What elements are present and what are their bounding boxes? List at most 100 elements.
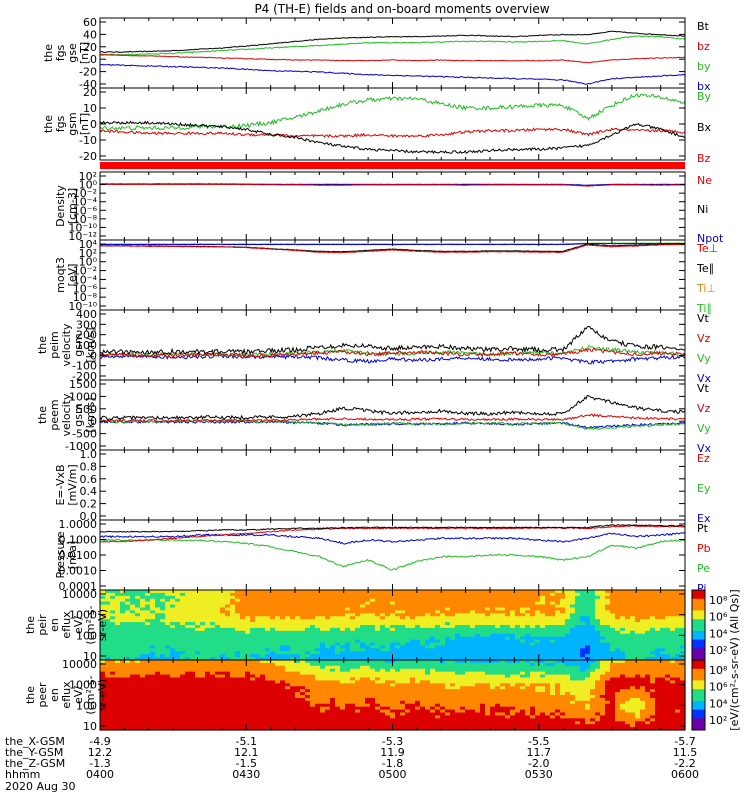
heatmap-cell <box>625 671 631 676</box>
heatmap-cell <box>655 633 661 638</box>
legend-label: Vy <box>697 422 711 435</box>
heatmap-cell <box>185 639 191 644</box>
heatmap-cell <box>195 671 201 676</box>
heatmap-cell <box>340 683 346 687</box>
heatmap-cell <box>540 633 546 638</box>
colorbar-swatch <box>692 657 705 661</box>
heatmap-cell <box>505 642 511 647</box>
heatmap-cell <box>520 625 526 629</box>
heatmap-cell <box>460 657 466 661</box>
heatmap-cell <box>325 595 331 600</box>
heatmap-cell <box>235 671 241 676</box>
heatmap-cell <box>260 616 266 620</box>
heatmap-cell <box>640 654 646 658</box>
heatmap-cell <box>535 613 541 617</box>
heatmap-cell <box>115 674 121 679</box>
heatmap-cell <box>540 610 546 614</box>
heatmap-cell <box>480 674 486 679</box>
heatmap-cell <box>340 692 346 696</box>
heatmap-cell <box>260 601 266 606</box>
heatmap-cell <box>570 613 576 617</box>
heatmap-cell <box>485 645 491 649</box>
heatmap-cell <box>530 654 536 658</box>
heatmap-cell <box>450 590 456 594</box>
heatmap-cell <box>295 668 301 673</box>
heatmap-cell <box>125 633 131 638</box>
heatmap-cell <box>495 598 501 603</box>
y-tick-label: 10000 <box>62 588 97 601</box>
heatmap-cell <box>665 604 671 609</box>
heatmap-cell <box>590 610 596 614</box>
heatmap-cell <box>605 590 611 594</box>
heatmap-cell <box>555 692 561 696</box>
heatmap-cell <box>625 610 631 614</box>
heatmap-cell <box>110 639 116 644</box>
heatmap-cell <box>420 662 426 667</box>
heatmap-cell <box>560 689 566 693</box>
heatmap-cell <box>335 662 341 667</box>
heatmap-cell <box>245 625 251 629</box>
heatmap-cell <box>500 604 506 609</box>
heatmap-cell <box>175 662 181 667</box>
heatmap-cell <box>345 674 351 679</box>
heatmap-cell <box>370 639 376 644</box>
heatmap-cell <box>140 671 146 676</box>
heatmap-cell <box>110 598 116 603</box>
y-tick-label: 10⁴ <box>79 238 98 251</box>
heatmap-cell <box>375 604 381 609</box>
heatmap-cell <box>350 654 356 658</box>
heatmap-cell <box>570 595 576 600</box>
heatmap-cell <box>590 619 596 623</box>
heatmap-cell <box>185 648 191 652</box>
heatmap-cell <box>155 657 161 661</box>
heatmap-cell <box>475 648 481 652</box>
heatmap-cell <box>345 692 351 696</box>
heatmap-cell <box>675 639 681 644</box>
heatmap-cell <box>610 651 616 655</box>
heatmap-cell <box>410 645 416 649</box>
heatmap-cell <box>590 601 596 606</box>
heatmap-cell <box>440 668 446 673</box>
heatmap-cell <box>400 689 406 693</box>
heatmap-cell <box>475 671 481 676</box>
heatmap-cell <box>555 668 561 673</box>
heatmap-cell <box>470 610 476 614</box>
heatmap-cell <box>615 592 621 597</box>
heatmap-cell <box>540 607 546 612</box>
y-tick-label: 10⁰ <box>79 179 98 192</box>
heatmap-cell <box>145 677 151 682</box>
heatmap-cell <box>560 633 566 638</box>
heatmap-cell <box>545 671 551 676</box>
heatmap-cell <box>470 680 476 684</box>
heatmap-cell <box>330 686 336 690</box>
heatmap-cell <box>430 642 436 647</box>
heatmap-cell <box>455 601 461 606</box>
heatmap-cell <box>630 633 636 638</box>
heatmap-cell <box>160 683 166 687</box>
heatmap-cell <box>415 633 421 638</box>
heatmap-cell <box>250 613 256 617</box>
heatmap-cell <box>395 639 401 644</box>
heatmap-cell <box>530 692 536 696</box>
heatmap-cell <box>620 645 626 649</box>
heatmap-cell <box>650 660 656 664</box>
heatmap-cell <box>180 662 186 667</box>
heatmap-cell <box>505 619 511 623</box>
heatmap-cell <box>240 651 246 655</box>
heatmap-cell <box>195 636 201 641</box>
heatmap-cell <box>560 627 566 632</box>
heatmap-cell <box>290 633 296 638</box>
heatmap-cell <box>550 671 556 676</box>
heatmap-cell <box>635 613 641 617</box>
heatmap-cell <box>245 680 251 684</box>
heatmap-cell <box>380 622 386 626</box>
heatmap-cell <box>375 645 381 649</box>
heatmap-cell <box>655 619 661 623</box>
heatmap-cell <box>130 662 136 667</box>
heatmap-cell <box>445 677 451 682</box>
heatmap-cell <box>615 692 621 696</box>
heatmap-cell <box>275 683 281 687</box>
heatmap-cell <box>315 660 321 664</box>
heatmap-cell <box>245 692 251 696</box>
heatmap-cell <box>405 601 411 606</box>
